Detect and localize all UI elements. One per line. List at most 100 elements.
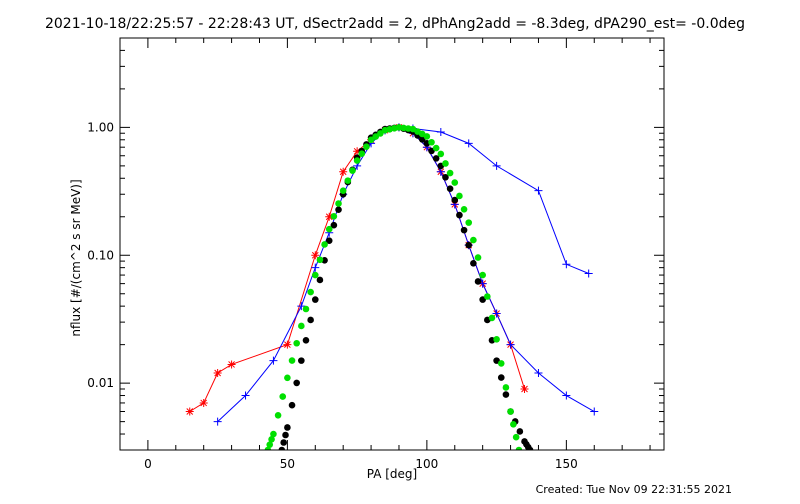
data-point [227,360,236,369]
created-timestamp: Created: Tue Nov 09 22:31:55 2021 [536,483,732,496]
data-point [460,226,468,234]
data-point [442,173,449,181]
data-point [465,241,473,249]
data-point [460,205,468,213]
data-point [325,237,333,244]
data-point [311,271,319,279]
data-point [298,357,305,364]
data-point [428,138,435,146]
data-point [484,293,491,300]
data-point [283,340,292,349]
y-axis-label: nflux [#/(cm^2 s sr MeV)] [69,179,83,336]
y-axis: 0.01 0.10 1.00 [87,37,664,451]
x-axis-label: PA [deg] [367,467,417,481]
data-point [534,369,543,378]
data-point [293,379,300,387]
data-point [493,336,500,343]
data-point [307,316,314,324]
x-axis: 0 50 100 150 [144,38,651,471]
data-point [268,436,275,443]
data-point [562,260,571,269]
plot-area [185,123,599,450]
data-point [339,187,347,194]
data-point [470,236,477,244]
plot-frame [119,37,665,451]
y-tick-label: 0.01 [87,376,114,390]
data-point [279,393,287,400]
y-tick-label: 0.10 [87,248,114,262]
series-4 [264,124,523,450]
data-point [293,339,300,347]
data-point [213,417,222,426]
data-point [344,177,352,184]
data-point [325,212,334,221]
data-point [349,167,356,174]
data-point [311,296,319,303]
data-point [437,150,445,158]
data-point [451,179,459,186]
data-point [325,225,333,233]
data-point [199,398,208,407]
data-point [479,271,486,279]
data-point [432,144,440,152]
data-point [270,430,277,438]
data-point [507,408,514,415]
data-point [284,424,291,431]
data-point [479,296,486,303]
data-point [266,441,274,448]
data-point [515,446,523,450]
data-point [590,407,599,416]
data-point [330,213,338,220]
data-point [353,147,362,156]
data-point [288,401,296,409]
data-point [516,428,524,435]
data-point [358,150,366,157]
data-point [377,130,384,137]
data-point [335,200,342,207]
data-point [497,360,505,367]
data-point [497,374,505,381]
data-point [241,391,250,400]
data-point [436,128,445,137]
data-point [488,314,496,322]
data-point [442,160,449,167]
data-point [335,206,342,214]
data-point [451,196,459,204]
data-point [510,421,517,428]
data-point [321,241,328,248]
data-point [302,305,310,313]
data-point [269,356,278,365]
data-point [474,278,482,285]
data-point [307,288,314,296]
data-point [316,256,324,264]
x-tick-label: 150 [555,457,578,471]
data-point [284,374,291,382]
data-point [446,185,454,192]
data-point [280,439,287,446]
data-point [446,169,454,177]
data-point [526,446,534,450]
data-point [353,157,361,164]
x-tick-label: 100 [415,457,438,471]
data-point [316,276,324,284]
data-point [492,309,501,318]
data-point [474,254,482,261]
data-point [367,136,375,144]
data-point [339,167,348,176]
data-point [363,143,370,151]
data-point [311,251,320,260]
data-point [213,369,222,378]
data-point [506,340,515,349]
x-tick-label: 0 [144,457,152,471]
data-point [470,259,477,267]
data-point [520,384,529,393]
data-point [464,139,473,148]
data-point [423,133,431,140]
data-point [562,391,571,400]
data-point [288,357,296,364]
data-point [330,221,338,229]
data-point [456,211,463,219]
